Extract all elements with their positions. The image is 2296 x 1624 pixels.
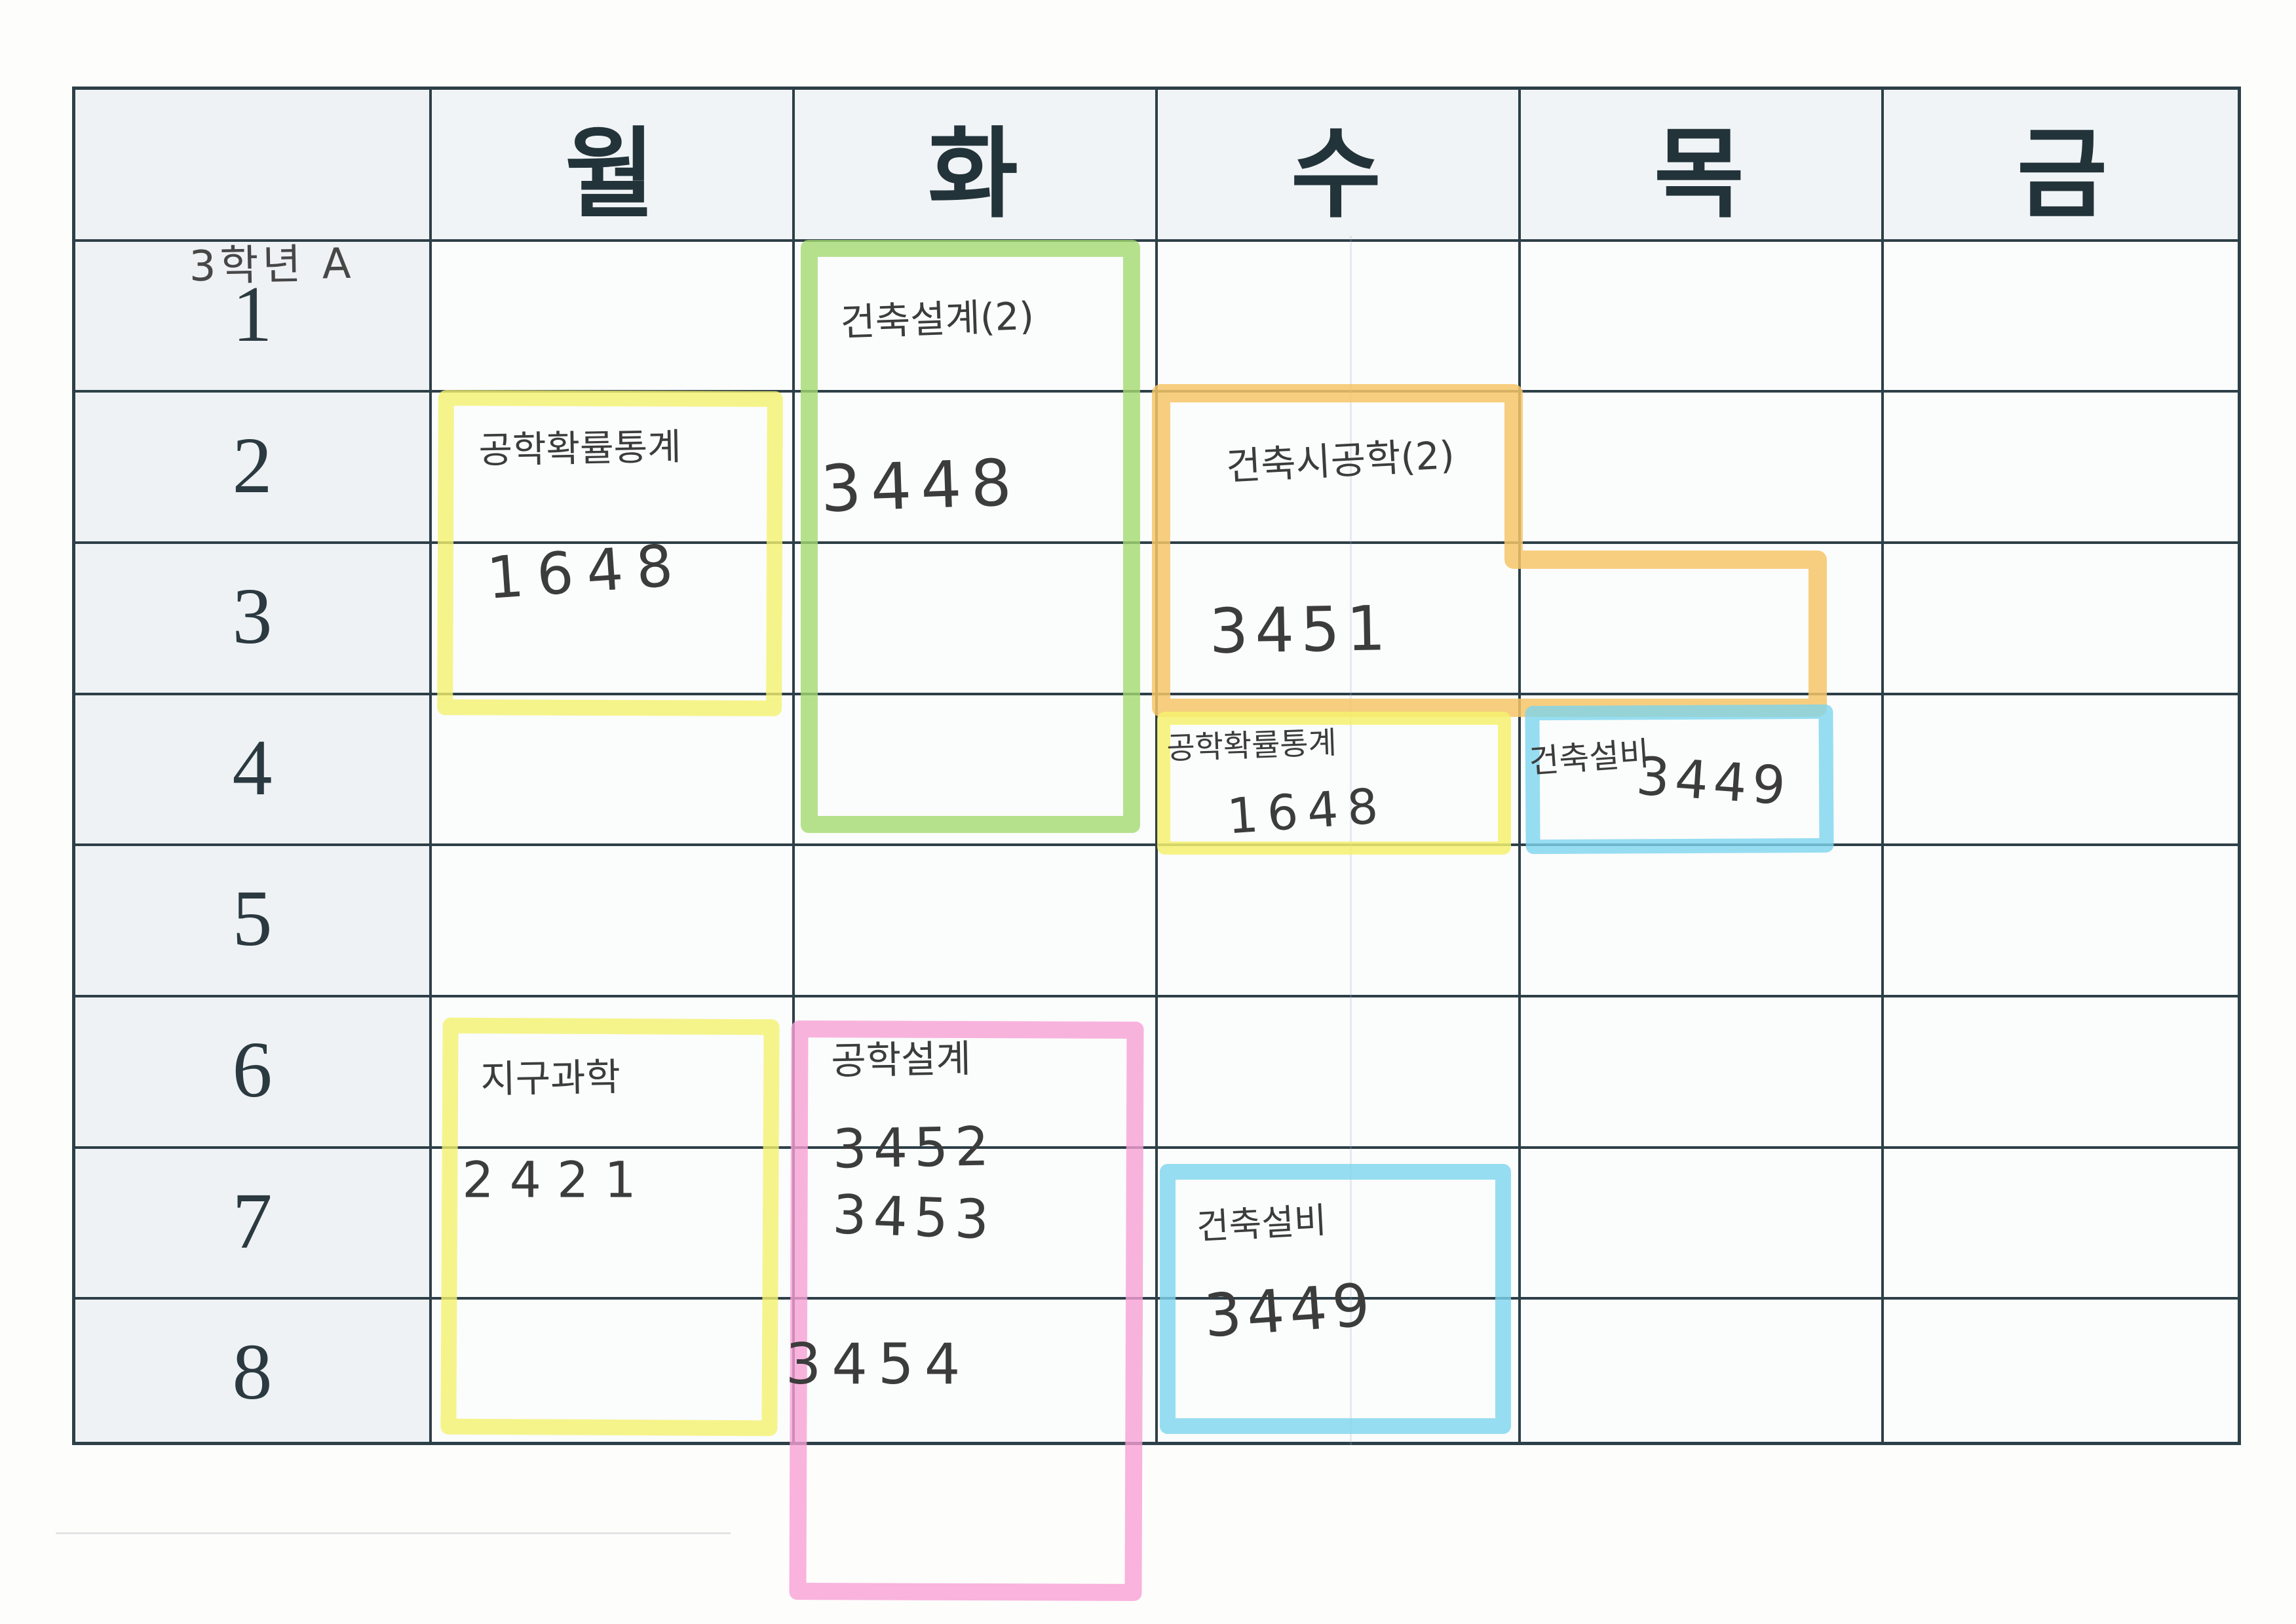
entry-subject: 공학확률통계 bbox=[1166, 724, 1337, 767]
timetable-grid: 3학년 A 월 화 수 목 금 1 2 3 4 5 6 7 8 bbox=[72, 87, 2241, 1445]
day-header-wed: 수 bbox=[1290, 121, 1383, 230]
entry-code: 2421 bbox=[462, 1150, 652, 1209]
entry-subject: 건축설비 bbox=[1195, 1199, 1328, 1248]
period-number: 3 bbox=[232, 572, 273, 661]
highlight-box-blue-wed-7-8 bbox=[1160, 1164, 1511, 1434]
day-header-thu: 목 bbox=[1653, 121, 1746, 230]
highlight-box-green-tue-1-4 bbox=[801, 240, 1140, 833]
entry-subject: 건축설비 bbox=[1527, 734, 1651, 781]
entry-subject: 지구과학 bbox=[480, 1054, 621, 1102]
grid-hline bbox=[75, 995, 2238, 997]
grid-hline bbox=[75, 541, 2238, 544]
entry-code: 3452 bbox=[832, 1115, 997, 1181]
grid-hline bbox=[75, 239, 2238, 242]
entry-subject: 건축설계(2) bbox=[839, 293, 1035, 345]
day-header-mon: 월 bbox=[564, 121, 657, 230]
entry-code: 3448 bbox=[819, 445, 1022, 528]
entry-subject: 공학확률통계 bbox=[478, 425, 682, 473]
entry-code: 3449 bbox=[1202, 1270, 1377, 1351]
entry-code: 1648 bbox=[484, 531, 689, 612]
grid-hline bbox=[75, 390, 2238, 393]
highlight-box-yellow-wed-4 bbox=[1157, 712, 1511, 855]
period-number: 2 bbox=[232, 421, 273, 510]
highlight-box-pink-tue-6-8 bbox=[789, 1020, 1144, 1601]
entry-code: 3451 bbox=[1208, 593, 1393, 668]
entry-code: 3449 bbox=[1634, 745, 1793, 817]
period-number: 4 bbox=[232, 724, 273, 812]
grid-vline bbox=[1881, 90, 1884, 1442]
period-number: 1 bbox=[232, 270, 273, 358]
day-header-fri: 금 bbox=[2016, 121, 2109, 230]
period-number: 7 bbox=[232, 1177, 273, 1266]
day-header-tue: 화 bbox=[927, 121, 1020, 230]
entry-code: 3454 bbox=[785, 1332, 971, 1397]
grid-vline bbox=[1518, 90, 1521, 1442]
period-column-band bbox=[75, 90, 429, 1442]
grid-vline bbox=[792, 90, 795, 1442]
period-number: 8 bbox=[232, 1328, 273, 1416]
scan-artifact-line bbox=[56, 1532, 731, 1534]
grid-hline bbox=[75, 1297, 2238, 1300]
grid-vline bbox=[1155, 90, 1158, 1442]
entry-code: 3453 bbox=[832, 1184, 997, 1252]
grid-hline bbox=[75, 843, 2238, 846]
entry-subject: 공학설계 bbox=[830, 1036, 972, 1083]
grid-vline bbox=[429, 90, 432, 1442]
entry-code: 1648 bbox=[1225, 777, 1389, 845]
period-number: 6 bbox=[232, 1026, 273, 1114]
period-number: 5 bbox=[232, 874, 273, 963]
grid-hline bbox=[75, 1146, 2238, 1149]
scan-artifact-line bbox=[1350, 236, 1352, 1445]
grid-hline bbox=[75, 693, 2238, 695]
